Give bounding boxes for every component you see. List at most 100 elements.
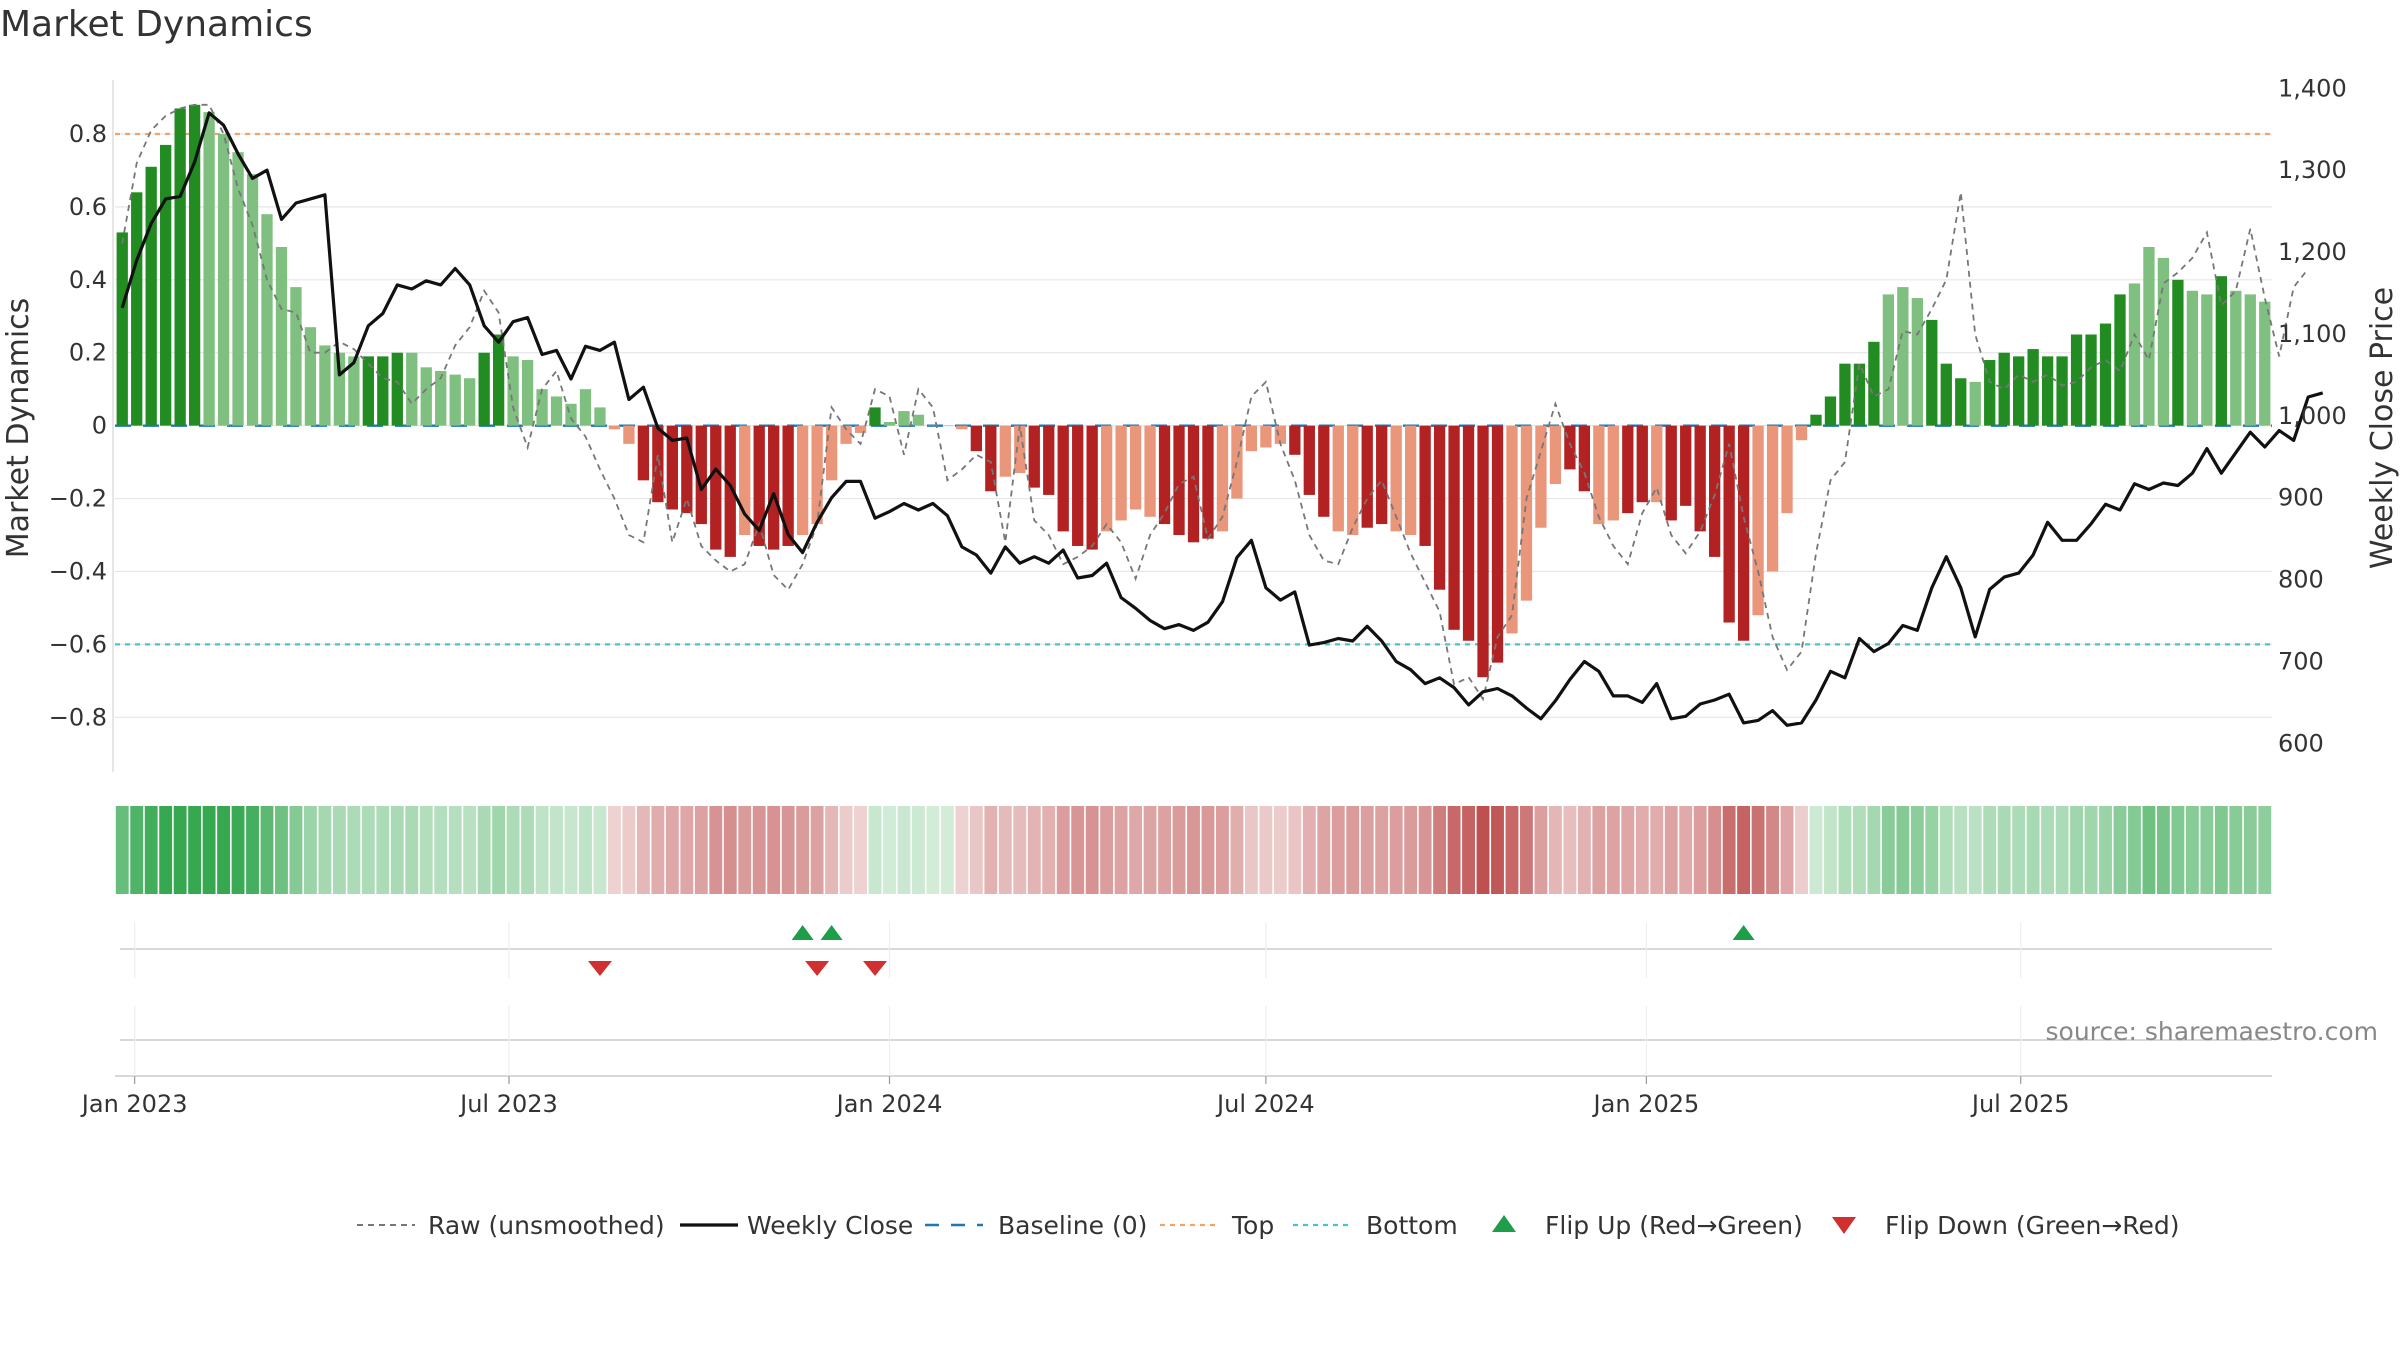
- strip-cell: [636, 806, 650, 894]
- bar: [174, 108, 186, 426]
- strip-cell: [144, 806, 158, 894]
- x-tick-label: Jan 2023: [80, 1090, 188, 1118]
- empty-panel: [115, 1006, 2272, 1077]
- bar: [753, 425, 765, 546]
- bar: [782, 425, 794, 546]
- bar: [319, 345, 331, 426]
- strip-cell: [2099, 806, 2112, 894]
- bar: [188, 104, 201, 426]
- strip-cell: [434, 806, 448, 894]
- bar: [796, 425, 809, 536]
- bar: [2230, 290, 2242, 426]
- bar: [261, 214, 273, 426]
- strip-cell: [912, 806, 925, 894]
- strip-cell: [984, 806, 998, 894]
- strip-cell: [260, 806, 274, 894]
- bar: [1940, 363, 1952, 426]
- bar: [999, 425, 1011, 477]
- strip-cell: [1766, 806, 1779, 894]
- strip-cell: [463, 806, 477, 894]
- strip-cell: [506, 806, 520, 894]
- bar: [391, 352, 403, 426]
- bar: [1781, 425, 1793, 514]
- y-tick-label: 0.8: [69, 120, 107, 148]
- strip-cell: [1085, 806, 1099, 894]
- y2-tick-label: 700: [2278, 647, 2324, 675]
- strip-cell: [2229, 806, 2243, 894]
- strip-cell: [1259, 806, 1273, 894]
- strip-cell: [940, 806, 954, 894]
- bar: [1882, 294, 1895, 426]
- bar: [1911, 298, 1923, 426]
- strip-cell: [2128, 806, 2141, 894]
- strip-cell: [767, 806, 781, 894]
- strip-cell: [854, 806, 867, 894]
- bar: [435, 370, 447, 426]
- y-tick-label: −0.4: [49, 557, 107, 585]
- strip-cell: [188, 806, 202, 894]
- strip-cell: [1548, 806, 1562, 894]
- bar: [1202, 425, 1214, 539]
- bar: [637, 425, 650, 481]
- bar: [1752, 425, 1764, 616]
- strip-cell: [665, 806, 679, 894]
- bar: [420, 367, 432, 426]
- strip-cell: [1520, 806, 1533, 894]
- bar: [579, 389, 592, 426]
- bar: [1709, 425, 1721, 557]
- strip-cell: [998, 806, 1012, 894]
- strip-cell: [1881, 806, 1895, 894]
- bar: [1998, 352, 2010, 426]
- strip-cell: [1852, 806, 1866, 894]
- bar: [1868, 341, 1880, 426]
- bar: [217, 133, 230, 426]
- bar: [2157, 257, 2170, 426]
- bar: [1680, 425, 1692, 506]
- strip-cell: [246, 806, 259, 894]
- bar: [854, 425, 867, 433]
- bar: [1332, 425, 1344, 532]
- bar: [2099, 323, 2112, 426]
- strip-cell: [1534, 806, 1548, 894]
- close-line: [120, 111, 2324, 727]
- strip-cell: [579, 806, 592, 894]
- strip-cell: [1100, 806, 1114, 894]
- legend-swatch-down: [1832, 1217, 1856, 1234]
- bar: [1231, 425, 1243, 499]
- strip-cell: [535, 806, 549, 894]
- bar: [1491, 425, 1504, 663]
- strip-cell: [1809, 806, 1823, 894]
- bar: [1622, 425, 1634, 514]
- strip-cell: [969, 806, 983, 894]
- strip-cell: [419, 806, 433, 894]
- strip-cell: [2084, 806, 2098, 894]
- bar: [246, 174, 259, 426]
- strip-cell: [1404, 806, 1418, 894]
- strip-cell: [608, 806, 621, 894]
- strip-cell: [1722, 806, 1736, 894]
- y-axis-title-left: Market Dynamics: [1, 298, 36, 559]
- strip-cell: [1158, 806, 1171, 894]
- bar: [1665, 425, 1677, 521]
- strip-cell: [1056, 806, 1070, 894]
- y-axis-right: 1,400 1,300 1,200 1,100 1,000 900 800 700 600: [2278, 74, 2347, 757]
- strip-cell: [593, 806, 607, 894]
- y-tick-label: −0.8: [49, 703, 107, 731]
- y2-tick-label: 800: [2278, 566, 2324, 594]
- strip-cell: [173, 806, 187, 894]
- strip-cell: [1331, 806, 1345, 894]
- strip-cell: [897, 806, 911, 894]
- legend-label: Weekly Close: [747, 1211, 913, 1240]
- bar: [478, 352, 490, 426]
- bar: [898, 411, 910, 426]
- legend-label: Bottom: [1366, 1211, 1458, 1240]
- strip-cell: [202, 806, 216, 894]
- strip-cell: [303, 806, 317, 894]
- bar: [1723, 425, 1735, 623]
- strip-cell: [1795, 806, 1808, 894]
- strip-cell: [651, 806, 665, 894]
- strip-cell: [231, 806, 245, 894]
- strip-cell: [361, 806, 375, 894]
- bar: [652, 425, 664, 503]
- bar: [2186, 290, 2199, 426]
